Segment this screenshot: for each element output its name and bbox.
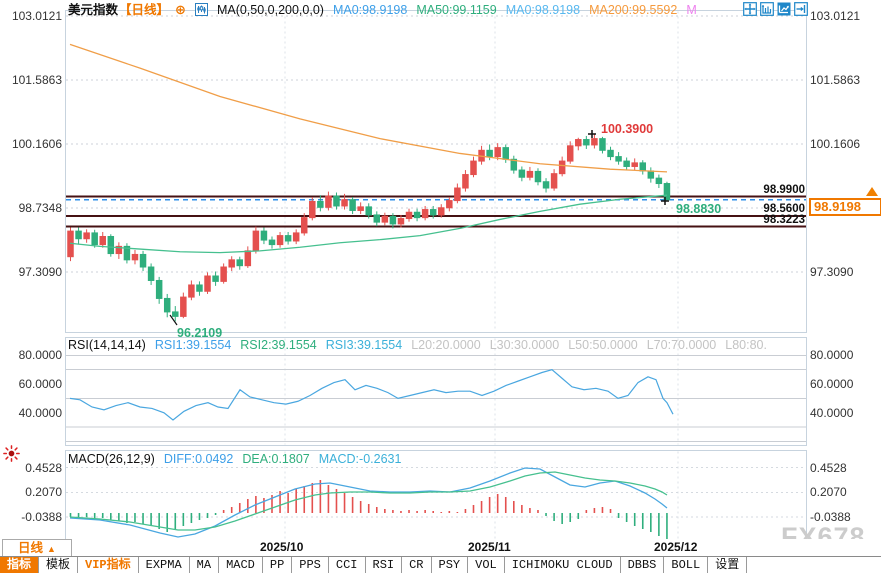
rsi-axis-label: 40.0000	[18, 405, 62, 420]
header-segment: L70:70.0000	[646, 338, 717, 352]
header-segment: DIFF:0.0492	[163, 452, 234, 466]
toolbar-tab-ICHIMOKU CLOUD[interactable]: ICHIMOKU CLOUD	[505, 557, 621, 573]
macd-header: MACD(26,12,9) DIFF:0.0492 DEA:0.1807 MACD:-…	[68, 452, 410, 467]
time-axis-label: 2025/12	[654, 540, 698, 554]
price-axis-label: 97.3090	[18, 265, 62, 279]
period-selector-label: 日线	[18, 541, 44, 555]
rsi-axis-label: 80.0000	[810, 348, 854, 363]
header-segment: RSI3:39.1554	[325, 338, 403, 352]
macd-axis-label: 0.4528	[810, 460, 847, 475]
header-segment: MA50:99.1159	[416, 3, 497, 17]
toolbar-tab-指标[interactable]: 指标	[0, 557, 40, 573]
header-segment: L50:50.0000	[568, 338, 638, 352]
chevron-up-icon: ▲	[47, 544, 56, 554]
header-segment: MA200:99.5592	[589, 3, 678, 17]
candlestick-chart-icon[interactable]	[194, 3, 208, 16]
time-axis-label: 2025/11	[468, 540, 511, 554]
macd-axis-label: -0.0388	[810, 509, 851, 524]
crosshair-move-icon[interactable]	[743, 2, 757, 16]
hline-label: 98.3223	[763, 213, 805, 226]
zoom-range-icon[interactable]	[760, 2, 774, 16]
header-segment: M	[686, 3, 697, 17]
ma-line-MA200	[69, 43, 668, 173]
header-segment: RSI(14,14,14)	[68, 338, 146, 352]
macd-histogram	[69, 480, 668, 539]
header-segment: MACD(26,12,9)	[68, 452, 155, 466]
rsi-header: RSI(14,14,14) RSI1:39.1554 RSI2:39.1554 RSI…	[68, 338, 776, 353]
rsi-axis-label: 60.0000	[810, 377, 854, 391]
hline-label: 98.9900	[763, 183, 805, 196]
header-segment: 美元指数	[68, 3, 119, 17]
macd-axis-label: -0.0388	[21, 509, 62, 524]
price-annotation: 96.2109	[177, 326, 223, 340]
price-axis-label: 103.0121	[11, 9, 62, 23]
header-segment: MA(0,50,0,200,0,0)	[216, 3, 324, 17]
time-axis-label: 2025/10	[260, 540, 304, 554]
macd-axis-label: 0.2070	[25, 485, 62, 500]
toolbar-tab-模板[interactable]: 模板	[39, 557, 79, 573]
toolbar-tab-EXPMA[interactable]: EXPMA	[139, 557, 190, 573]
period-selector[interactable]: 日线 ▲	[2, 539, 72, 557]
toolbar-tab-PSY[interactable]: PSY	[432, 557, 469, 573]
price-annotation: 100.3900	[601, 122, 654, 136]
toolbar-tab-VOL[interactable]: VOL	[468, 557, 505, 573]
indicator-toolbar: 指标 模板 VIP指标 EXPMA MA MACD PP PPS CCI RSI CR PSY VOL I…	[0, 556, 881, 573]
macd-line-DEA	[69, 471, 668, 531]
rsi-axis-label: 80.0000	[18, 348, 62, 363]
toolbar-tab-MACD[interactable]: MACD	[219, 557, 263, 573]
chart-toolbar-icons	[743, 2, 808, 16]
toolbar-tab-BOLL[interactable]: BOLL	[664, 557, 709, 573]
toolbar-tab-MA[interactable]: MA	[190, 557, 220, 573]
auto-scroll-icon[interactable]	[777, 2, 791, 16]
price-axis-label: 98.7348	[18, 201, 62, 215]
rsi-line	[69, 368, 674, 421]
ma-line-MA50	[69, 194, 668, 254]
price-axis-label: 103.0121	[810, 9, 861, 23]
jump-latest-icon[interactable]	[794, 2, 808, 16]
header-segment: L80:80.	[725, 338, 767, 352]
toolbar-tab-PPS[interactable]: PPS	[292, 557, 329, 573]
rsi-axis-label: 60.0000	[18, 377, 62, 391]
header-segment: MA0:98.9198	[332, 3, 408, 17]
header-segment: L20:20.0000	[411, 338, 481, 352]
price-axis-label: 100.1606	[810, 137, 861, 151]
header-segment: L30:30.0000	[489, 338, 560, 352]
price-axis-label: 101.5863	[810, 73, 861, 87]
plus-circle-icon[interactable]: ⊕	[175, 2, 186, 17]
price-axis-label: 100.1606	[11, 137, 62, 151]
toolbar-tab-CCI[interactable]: CCI	[329, 557, 366, 573]
header-segment: 【日线】	[119, 3, 170, 17]
price-axis-label: 97.3090	[810, 265, 854, 279]
header-segment: DEA:0.1807	[242, 452, 310, 466]
toolbar-tab-VIP指标[interactable]: VIP指标	[78, 557, 139, 573]
header-segment: MA0:98.9198	[505, 3, 581, 17]
toolbar-tab-RSI[interactable]: RSI	[366, 557, 403, 573]
toolbar-tab-设置[interactable]: 设置	[708, 557, 748, 573]
macd-axis-label: 0.2070	[810, 485, 847, 500]
header-segment: RSI1:39.1554	[154, 338, 232, 352]
toolbar-tab-DBBS[interactable]: DBBS	[621, 557, 665, 573]
price-up-arrow-icon	[866, 187, 878, 196]
last-price-tag: 98.9198	[809, 198, 881, 216]
toolbar-tab-CR[interactable]: CR	[402, 557, 432, 573]
candles	[67, 133, 671, 322]
chart-canvas[interactable]	[0, 0, 881, 540]
main-chart-header: 美元指数【日线】 ⊕ MA(0,50,0,200,0,0) MA0:98.9198 MA…	[68, 2, 706, 18]
header-segment: RSI2:39.1554	[240, 338, 317, 352]
time-axis-row: 日线 ▲ 2025/10 2025/11 2025/12	[0, 539, 881, 557]
header-segment: MACD:-0.2631	[318, 452, 402, 466]
sun-icon[interactable]	[2, 444, 21, 463]
price-annotation: 98.8830	[676, 202, 722, 216]
price-axis-label: 101.5863	[11, 73, 62, 87]
macd-line-DIFF	[69, 467, 668, 538]
macd-axis-label: 0.4528	[25, 460, 62, 475]
toolbar-tab-PP[interactable]: PP	[263, 557, 293, 573]
rsi-axis-label: 40.0000	[810, 405, 854, 420]
hline-label: 98.5600	[763, 202, 805, 215]
